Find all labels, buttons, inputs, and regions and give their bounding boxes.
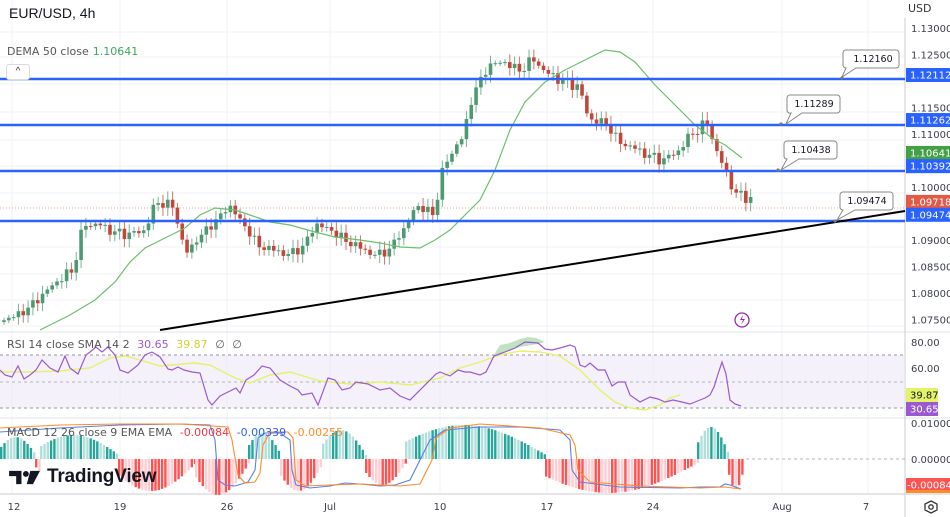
- macd-axis[interactable]: 0.01000 0.00000: [911, 419, 950, 466]
- svg-text:30.65: 30.65: [910, 405, 939, 416]
- macd-line-value: -0.00339: [236, 426, 287, 439]
- trendline[interactable]: [159, 210, 906, 331]
- macd-legend[interactable]: MACD 12 26 close 9 EMA EMA -0.00084 -0.0…: [7, 426, 347, 439]
- rsi-axis-tick: 60.00: [911, 364, 940, 375]
- price-axis-tick: 1.08000: [911, 289, 950, 300]
- rsi-value: 30.65: [137, 338, 169, 351]
- price-tag-level: [906, 207, 950, 222]
- horizontal-levels[interactable]: [0, 77, 905, 223]
- time-label: 19: [114, 502, 127, 513]
- callout-4[interactable]: 1.09474: [833, 191, 894, 223]
- candlesticks: [2, 49, 753, 325]
- price-tag-level: [906, 159, 950, 174]
- macd-axis-tick: 0.00000: [911, 455, 950, 466]
- time-axis[interactable]: 12 19 26 Jul 10 17 24 Aug 7: [8, 502, 870, 513]
- dema-legend[interactable]: DEMA 50 close 1.10641: [7, 45, 138, 58]
- svg-text:1.10641: 1.10641: [910, 148, 950, 159]
- macd-label: MACD 12 26 close 9 EMA EMA: [7, 426, 173, 439]
- tradingview-logo-icon: [9, 470, 40, 484]
- time-label: 10: [434, 502, 447, 513]
- svg-text:1.11289: 1.11289: [794, 99, 833, 110]
- rsi-axis-tick: 80.00: [911, 338, 940, 349]
- price-axis-tick: 1.13000: [911, 24, 950, 35]
- callout-2[interactable]: 1.11289: [779, 94, 841, 126]
- symbol-title[interactable]: EUR/USD, 4h: [9, 5, 96, 21]
- svg-text:1.12112: 1.12112: [910, 71, 950, 82]
- collapse-legend-button[interactable]: ^: [6, 64, 30, 80]
- price-axis-tick: 1.11500: [911, 103, 950, 114]
- time-label: 7: [863, 502, 869, 513]
- rsi-sma-line: [0, 350, 681, 411]
- price-tag-level: [906, 68, 950, 83]
- alert-lightning-icon[interactable]: [734, 312, 750, 328]
- dema-line: [39, 49, 743, 331]
- rsi-overbought-fill: [494, 337, 545, 355]
- rsi-sma-value: 39.87: [176, 338, 208, 351]
- price-tag-dema: [906, 145, 950, 160]
- rsi-sma-tag: [906, 388, 938, 402]
- macd-signal-value: -0.00255: [293, 426, 344, 439]
- rsi-empty-value: ∅: [215, 338, 225, 351]
- time-label: 12: [8, 502, 21, 513]
- rsi-line: [0, 341, 742, 407]
- macd-hist-value: -0.00084: [179, 426, 230, 439]
- macd-value-tag: -0.00084: [906, 478, 950, 493]
- svg-text:1.12160: 1.12160: [853, 54, 892, 65]
- price-tag-level: [906, 113, 950, 128]
- svg-text:1.10438: 1.10438: [791, 145, 830, 156]
- currency-selector[interactable]: USD⌄: [908, 2, 950, 15]
- rsi-tag: [906, 402, 938, 416]
- macd-signal-line: [0, 423, 742, 490]
- settings-gear-icon[interactable]: [922, 500, 940, 514]
- currency-label: USD: [908, 2, 932, 15]
- rsi-empty-value: ∅: [232, 338, 242, 351]
- rsi-value-tags: 39.87 30.65: [906, 388, 939, 416]
- price-axis-tick: 1.09000: [911, 236, 950, 247]
- price-axis-tick: 1.07500: [911, 315, 950, 326]
- chevron-up-icon: ^: [15, 66, 21, 77]
- callout-1[interactable]: 1.12160: [840, 49, 900, 80]
- svg-text:1.09718: 1.09718: [910, 197, 950, 208]
- time-label: 26: [221, 502, 234, 513]
- macd-histogram: [0, 425, 744, 495]
- time-label: Jul: [323, 502, 336, 513]
- rsi-label: RSI 14 close SMA 14 2: [7, 338, 130, 351]
- svg-text:39.87: 39.87: [910, 391, 939, 402]
- macd-pane: [0, 423, 905, 495]
- svg-text:1.09474: 1.09474: [847, 196, 886, 207]
- price-axis-tick: 1.12500: [911, 50, 950, 61]
- dema-label: DEMA 50 close: [7, 45, 89, 58]
- price-axis[interactable]: 1.13000 1.12500 1.11500 1.11000 1.10000 1.090…: [911, 24, 950, 326]
- price-axis-tick: 1.08500: [911, 262, 950, 273]
- rsi-legend[interactable]: RSI 14 close SMA 14 2 30.65 39.87 ∅ ∅: [7, 338, 246, 351]
- price-tags: 1.121121.112621.106411.103921.0971803:45…: [906, 68, 950, 222]
- price-axis-tick: 1.11000: [911, 130, 950, 141]
- macd-line: [0, 423, 742, 490]
- svg-text:-0.00084: -0.00084: [907, 481, 950, 492]
- time-label: Aug: [772, 502, 792, 513]
- rsi-pane: [0, 337, 905, 411]
- time-label: 24: [647, 502, 660, 513]
- grid-lines: [0, 0, 905, 493]
- tradingview-logo[interactable]: TradingView: [9, 466, 157, 488]
- svg-text:1.10392: 1.10392: [910, 162, 950, 173]
- brand-name: TradingView: [47, 466, 157, 487]
- svg-text:1.11262: 1.11262: [910, 116, 950, 127]
- svg-text:1.09474: 1.09474: [910, 210, 950, 221]
- dema-value: 1.10641: [92, 45, 139, 58]
- rsi-axis[interactable]: 80.00 60.00: [911, 338, 940, 375]
- time-label: 17: [541, 502, 554, 513]
- price-axis-tick: 1.10000: [911, 183, 950, 194]
- macd-axis-tick: 0.01000: [911, 419, 950, 430]
- callout-3[interactable]: 1.10438: [776, 140, 838, 172]
